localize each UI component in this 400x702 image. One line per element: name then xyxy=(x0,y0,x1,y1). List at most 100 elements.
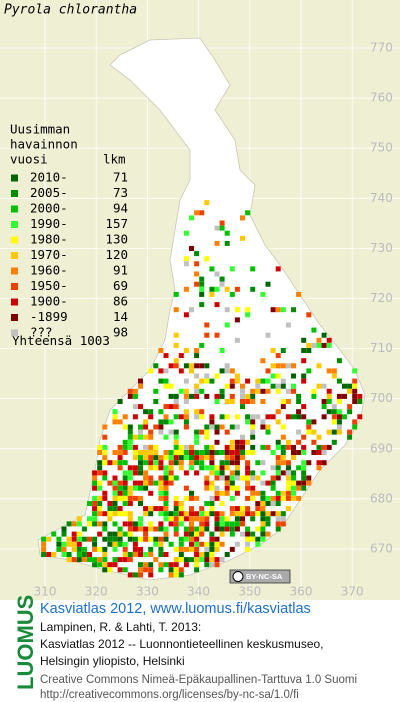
occurrence-square xyxy=(112,495,118,501)
occurrence-square xyxy=(224,363,230,369)
occurrence-square xyxy=(173,521,179,527)
occurrence-square xyxy=(138,450,143,455)
occurrence-square xyxy=(178,516,184,522)
legend-count-heading: lkm xyxy=(103,152,126,167)
occurrence-square xyxy=(352,383,358,389)
occurrence-square xyxy=(234,317,240,323)
occurrence-square xyxy=(112,475,118,481)
occurrence-square xyxy=(122,414,128,420)
occurrence-square xyxy=(347,383,353,389)
occurrence-square xyxy=(357,399,363,404)
occurrence-square xyxy=(234,521,240,527)
occurrence-square xyxy=(224,368,230,374)
occurrence-square xyxy=(229,444,235,450)
occurrence-square xyxy=(352,424,358,430)
occurrence-square xyxy=(122,501,128,506)
occurrence-square xyxy=(92,470,98,476)
occurrence-square xyxy=(204,557,210,563)
legend-label: 2010- xyxy=(30,170,68,185)
occurrence-square xyxy=(199,342,205,348)
occurrence-square xyxy=(102,444,108,450)
occurrence-square xyxy=(204,485,210,491)
occurrence-square xyxy=(92,485,98,491)
legend-heading: Uusimman xyxy=(10,122,70,137)
occurrence-square xyxy=(275,266,281,272)
occurrence-square xyxy=(199,541,205,547)
occurrence-square xyxy=(301,358,307,364)
occurrence-square xyxy=(245,419,251,425)
occurrence-square xyxy=(209,541,215,547)
occurrence-square xyxy=(301,414,307,420)
occurrence-square xyxy=(56,536,62,542)
occurrence-square xyxy=(127,429,133,435)
occurrence-square xyxy=(143,567,149,573)
occurrence-square xyxy=(265,388,271,394)
occurrence-square xyxy=(270,414,276,420)
occurrence-square xyxy=(107,541,113,547)
occurrence-square xyxy=(240,455,245,461)
occurrence-square xyxy=(306,429,312,435)
occurrence-square xyxy=(143,434,149,440)
legend-count: 120 xyxy=(105,247,128,262)
occurrence-square xyxy=(168,572,174,578)
occurrence-square xyxy=(214,399,220,404)
occurrence-square xyxy=(250,286,256,292)
occurrence-square xyxy=(97,557,103,563)
credits-background xyxy=(0,600,400,702)
occurrence-square xyxy=(92,562,98,568)
occurrence-square xyxy=(148,552,154,557)
occurrence-square xyxy=(168,465,174,471)
occurrence-square xyxy=(148,434,154,440)
occurrence-square xyxy=(224,307,230,313)
occurrence-square xyxy=(336,358,342,364)
occurrence-square xyxy=(92,475,98,481)
occurrence-square xyxy=(92,495,98,501)
occurrence-square xyxy=(132,450,138,455)
occurrence-square xyxy=(76,521,82,527)
occurrence-square xyxy=(132,546,138,552)
occurrence-square xyxy=(173,439,179,445)
occurrence-square xyxy=(255,506,261,512)
occurrence-square xyxy=(234,465,240,471)
occurrence-square xyxy=(275,439,281,445)
legend-label: 1960- xyxy=(30,263,68,278)
occurrence-square xyxy=(127,475,133,481)
occurrence-square xyxy=(158,378,164,384)
occurrence-square xyxy=(204,322,210,328)
occurrence-square xyxy=(229,506,235,512)
occurrence-square xyxy=(209,419,215,425)
occurrence-square xyxy=(250,266,256,272)
occurrence-square xyxy=(117,419,123,425)
occurrence-square xyxy=(158,562,164,568)
occurrence-square xyxy=(92,521,98,527)
occurrence-square xyxy=(270,475,276,481)
occurrence-square xyxy=(275,495,281,501)
occurrence-square xyxy=(245,393,251,399)
occurrence-square xyxy=(296,465,302,471)
occurrence-square xyxy=(194,546,200,552)
occurrence-square xyxy=(347,404,353,410)
occurrence-square xyxy=(189,246,194,251)
occurrence-square xyxy=(132,393,138,399)
occurrence-square xyxy=(209,531,215,537)
occurrence-square xyxy=(321,342,327,348)
grid-label: 310 xyxy=(34,585,57,599)
occurrence-square xyxy=(102,526,108,532)
occurrence-square xyxy=(163,368,169,374)
occurrence-square xyxy=(224,455,230,461)
occurrence-square xyxy=(66,541,72,547)
occurrence-square xyxy=(189,557,194,563)
occurrence-square xyxy=(194,393,200,399)
occurrence-square xyxy=(229,439,235,445)
occurrence-square xyxy=(66,536,72,542)
occurrence-square xyxy=(214,373,220,379)
occurrence-square xyxy=(163,404,169,410)
occurrence-square xyxy=(336,399,342,404)
grid-label: 350 xyxy=(238,585,261,599)
legend-swatch xyxy=(11,314,18,321)
occurrence-square xyxy=(347,388,353,394)
occurrence-square xyxy=(229,485,235,491)
legend-label: 2005- xyxy=(30,185,68,200)
occurrence-square xyxy=(153,444,159,450)
occurrence-square xyxy=(291,480,296,486)
